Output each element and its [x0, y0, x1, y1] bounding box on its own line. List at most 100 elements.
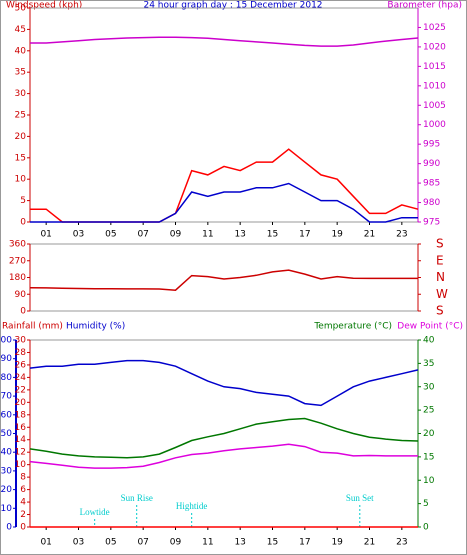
- series-line: [30, 182, 418, 223]
- y-tick-label: 0: [20, 218, 26, 228]
- y-tick-label: 30: [15, 89, 27, 99]
- y2-tick-label: 0: [423, 523, 429, 533]
- rain-tick-label: 28: [15, 348, 27, 358]
- y-tick-label: 50: [1, 429, 13, 439]
- y2-tick-label: 1020: [423, 42, 446, 52]
- rain-tick-label: 30: [15, 336, 27, 346]
- y-tick-label: 45: [15, 25, 26, 35]
- y2-tick-label: S: [436, 304, 444, 318]
- chart-title: 24 hour graph day : 15 December 2012: [143, 1, 322, 11]
- temperature-label: Temperature (°C): [313, 322, 392, 332]
- x-tick-label: 19: [331, 230, 343, 240]
- series-line: [29, 359, 419, 407]
- y2-tick-label: 985: [423, 179, 440, 189]
- y-tick-label: 360: [9, 240, 26, 250]
- x-tick-label: 11: [202, 230, 213, 240]
- rain-tick-label: 22: [15, 385, 26, 395]
- y-tick-label: 25: [15, 111, 26, 121]
- y2-tick-label: 15: [423, 452, 434, 462]
- y-tick-label: 0: [6, 523, 12, 533]
- y2-tick-label: 10: [423, 476, 435, 486]
- dewpoint-label: Dew Point (°C): [397, 322, 463, 332]
- y2-tick-label: 1005: [423, 101, 446, 111]
- annotation: Hightide: [176, 501, 208, 511]
- annotation: Sun Set: [346, 493, 374, 503]
- x-tick-label: 09: [170, 230, 182, 240]
- y2-tick-label: N: [436, 270, 445, 284]
- x-tick-label: 07: [137, 538, 148, 548]
- rain-tick-label: 8: [20, 473, 26, 483]
- y-tick-label: 10: [1, 504, 13, 514]
- x-tick-label: 05: [105, 230, 116, 240]
- humidity-label: Humidity (%): [66, 322, 125, 332]
- x-tick-label: 03: [73, 538, 84, 548]
- x-tick-label: 13: [234, 230, 245, 240]
- x-tick-label: 15: [267, 538, 278, 548]
- y-tick-label: 180: [9, 273, 26, 283]
- rain-tick-label: 12: [15, 448, 26, 458]
- y-tick-label: 5: [20, 196, 26, 206]
- y-tick-label: 40: [15, 46, 27, 56]
- rain-tick-label: 18: [15, 410, 27, 420]
- x-tick-label: 19: [331, 538, 343, 548]
- y-tick-label: 30: [1, 466, 13, 476]
- rain-tick-label: 10: [15, 460, 27, 470]
- y2-tick-label: 5: [423, 499, 429, 509]
- y-tick-label: 50: [15, 4, 27, 14]
- y-tick-label: 0: [20, 307, 26, 317]
- series-line: [30, 36, 419, 47]
- y2-tick-label: W: [436, 287, 448, 301]
- y2-tick-label: 1015: [423, 62, 446, 72]
- rain-tick-label: 16: [15, 423, 27, 433]
- x-tick-label: 03: [73, 230, 84, 240]
- y2-tick-label: 20: [423, 429, 435, 439]
- y-tick-label: 70: [1, 392, 13, 402]
- y-tick-label: 270: [9, 256, 26, 266]
- y2-tick-label: 995: [423, 140, 440, 150]
- annotation: Sun Rise: [121, 493, 153, 503]
- rain-tick-label: 0: [20, 523, 26, 533]
- x-tick-label: 01: [40, 230, 51, 240]
- x-tick-label: 21: [364, 538, 375, 548]
- y-tick-label: 90: [1, 354, 13, 364]
- rain-tick-label: 24: [15, 373, 27, 383]
- annotation: Lowtide: [80, 507, 110, 517]
- y-tick-label: 10: [15, 175, 27, 185]
- x-tick-label: 13: [234, 538, 245, 548]
- windspeed-label: Windspeed (kph): [6, 1, 82, 11]
- y-tick-label: 90: [15, 290, 27, 300]
- y2-tick-label: 1010: [423, 81, 446, 91]
- series-line: [29, 417, 419, 459]
- x-tick-label: 05: [105, 538, 116, 548]
- rain-tick-label: 2: [20, 510, 26, 520]
- y2-tick-label: 35: [423, 359, 434, 369]
- series-line: [29, 443, 418, 469]
- rain-tick-label: 6: [20, 485, 26, 495]
- x-tick-label: 17: [299, 538, 310, 548]
- rain-tick-label: 20: [15, 398, 27, 408]
- x-tick-label: 17: [299, 230, 310, 240]
- y2-tick-label: 980: [423, 198, 440, 208]
- y-tick-label: 20: [1, 485, 13, 495]
- x-tick-label: 07: [137, 230, 148, 240]
- y2-tick-label: 40: [423, 336, 435, 346]
- series-line: [29, 269, 418, 291]
- y-tick-label: 15: [15, 153, 26, 163]
- y-tick-label: 20: [15, 132, 27, 142]
- x-tick-label: 21: [364, 230, 375, 240]
- y2-tick-label: 1025: [423, 23, 446, 33]
- x-tick-label: 01: [40, 538, 51, 548]
- rain-tick-label: 4: [20, 498, 26, 508]
- y-tick-label: 60: [1, 410, 13, 420]
- x-tick-label: 23: [396, 230, 407, 240]
- y-tick-label: 40: [1, 448, 13, 458]
- rain-tick-label: 14: [15, 435, 27, 445]
- y2-tick-label: 25: [423, 406, 434, 416]
- x-tick-label: 23: [396, 538, 407, 548]
- y2-tick-label: 990: [423, 159, 440, 169]
- y-tick-label: 100: [0, 336, 12, 346]
- y2-tick-label: 30: [423, 382, 435, 392]
- x-tick-label: 11: [202, 538, 213, 548]
- rainfall-label: Rainfall (mm): [2, 322, 63, 332]
